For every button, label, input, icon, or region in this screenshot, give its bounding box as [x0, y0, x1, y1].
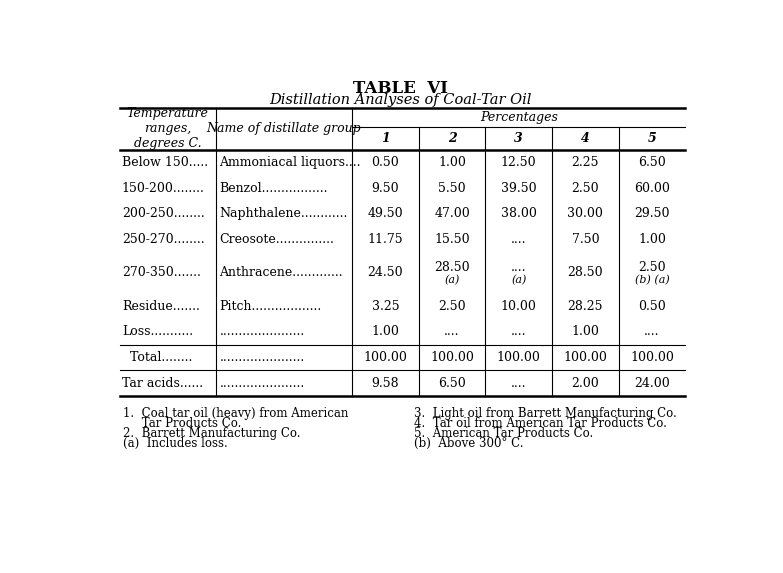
Text: 39.50: 39.50	[501, 182, 536, 195]
Text: ....: ....	[511, 261, 526, 273]
Text: ......................: ......................	[219, 325, 305, 338]
Text: 1.00: 1.00	[572, 325, 599, 338]
Text: (a): (a)	[511, 275, 526, 285]
Text: 5.50: 5.50	[438, 182, 466, 195]
Text: 15.50: 15.50	[435, 233, 470, 246]
Text: (b) (a): (b) (a)	[635, 275, 669, 285]
Text: 29.50: 29.50	[634, 207, 669, 220]
Text: 250-270........: 250-270........	[122, 233, 204, 246]
Text: 2.50: 2.50	[572, 182, 599, 195]
Text: 7.50: 7.50	[572, 233, 599, 246]
Text: 9.50: 9.50	[372, 182, 399, 195]
Text: 28.50: 28.50	[568, 266, 603, 279]
Text: Name of distillate group: Name of distillate group	[207, 122, 361, 135]
Text: 11.75: 11.75	[367, 233, 403, 246]
Text: 100.00: 100.00	[363, 351, 407, 364]
Text: ....: ....	[511, 325, 526, 338]
Text: Loss...........: Loss...........	[122, 325, 193, 338]
Text: Pitch..................: Pitch..................	[219, 300, 322, 313]
Text: 1.00: 1.00	[438, 156, 466, 169]
Text: 1.00: 1.00	[638, 233, 666, 246]
Text: 38.00: 38.00	[501, 207, 536, 220]
Text: 24.00: 24.00	[634, 376, 670, 390]
Text: 2: 2	[448, 132, 456, 144]
Text: 100.00: 100.00	[496, 351, 540, 364]
Text: 4.  Tar oil from American Tar Products Co.: 4. Tar oil from American Tar Products Co…	[414, 417, 667, 430]
Text: ....: ....	[444, 325, 460, 338]
Text: 10.00: 10.00	[501, 300, 536, 313]
Text: 2.00: 2.00	[572, 376, 599, 390]
Text: Total........: Total........	[122, 351, 193, 364]
Text: 2.50: 2.50	[438, 300, 466, 313]
Text: 60.00: 60.00	[634, 182, 670, 195]
Text: 9.58: 9.58	[372, 376, 399, 390]
Text: 1.  Coal tar oil (heavy) from American: 1. Coal tar oil (heavy) from American	[124, 407, 348, 420]
Text: Ammoniacal liquors....: Ammoniacal liquors....	[219, 156, 361, 169]
Text: 150-200........: 150-200........	[122, 182, 205, 195]
Text: 2.  Barrett Manufacturing Co.: 2. Barrett Manufacturing Co.	[124, 427, 301, 440]
Text: 3: 3	[514, 132, 523, 144]
Text: Anthracene.............: Anthracene.............	[219, 266, 343, 279]
Text: ......................: ......................	[219, 351, 305, 364]
Text: 30.00: 30.00	[568, 207, 603, 220]
Text: Below 150.....: Below 150.....	[122, 156, 208, 169]
Text: 200-250........: 200-250........	[122, 207, 204, 220]
Text: Residue.......: Residue.......	[122, 300, 200, 313]
Text: 270-350.......: 270-350.......	[122, 266, 200, 279]
Text: 1.00: 1.00	[371, 325, 399, 338]
Text: Creosote...............: Creosote...............	[219, 233, 334, 246]
Text: 28.25: 28.25	[568, 300, 603, 313]
Text: 0.50: 0.50	[638, 300, 666, 313]
Text: Benzol.................: Benzol.................	[219, 182, 328, 195]
Text: 2.25: 2.25	[572, 156, 599, 169]
Text: 5.  American Tar Products Co.: 5. American Tar Products Co.	[414, 427, 594, 440]
Text: 1: 1	[381, 132, 390, 144]
Text: Tar Products Co.: Tar Products Co.	[124, 417, 242, 430]
Text: TABLE  VI: TABLE VI	[353, 80, 449, 97]
Text: 28.50: 28.50	[435, 261, 470, 273]
Text: Naphthalene............: Naphthalene............	[219, 207, 348, 220]
Text: 0.50: 0.50	[371, 156, 399, 169]
Text: 5: 5	[648, 132, 656, 144]
Text: 12.50: 12.50	[501, 156, 536, 169]
Text: Tar acids......: Tar acids......	[122, 376, 203, 390]
Text: ......................: ......................	[219, 376, 305, 390]
Text: 47.00: 47.00	[435, 207, 470, 220]
Text: ....: ....	[511, 233, 526, 246]
Text: ....: ....	[511, 376, 526, 390]
Text: 3.25: 3.25	[372, 300, 399, 313]
Text: 49.50: 49.50	[367, 207, 403, 220]
Text: 2.50: 2.50	[638, 261, 666, 273]
Text: 100.00: 100.00	[630, 351, 674, 364]
Text: (a)  Includes loss.: (a) Includes loss.	[124, 437, 228, 450]
Text: (a): (a)	[445, 275, 460, 285]
Text: 6.50: 6.50	[638, 156, 666, 169]
Text: 100.00: 100.00	[564, 351, 608, 364]
Text: 6.50: 6.50	[438, 376, 466, 390]
Text: Distillation Analyses of Coal-Tar Oil: Distillation Analyses of Coal-Tar Oil	[269, 93, 532, 107]
Text: ....: ....	[644, 325, 660, 338]
Text: 4: 4	[581, 132, 590, 144]
Text: Temperature
ranges,
degrees C.: Temperature ranges, degrees C.	[127, 107, 208, 150]
Text: 100.00: 100.00	[430, 351, 474, 364]
Text: 24.50: 24.50	[367, 266, 403, 279]
Text: Percentages: Percentages	[480, 111, 557, 124]
Text: 3.  Light oil from Barrett Manufacturing Co.: 3. Light oil from Barrett Manufacturing …	[414, 407, 677, 420]
Text: (b)  Above 300° C.: (b) Above 300° C.	[414, 437, 524, 450]
